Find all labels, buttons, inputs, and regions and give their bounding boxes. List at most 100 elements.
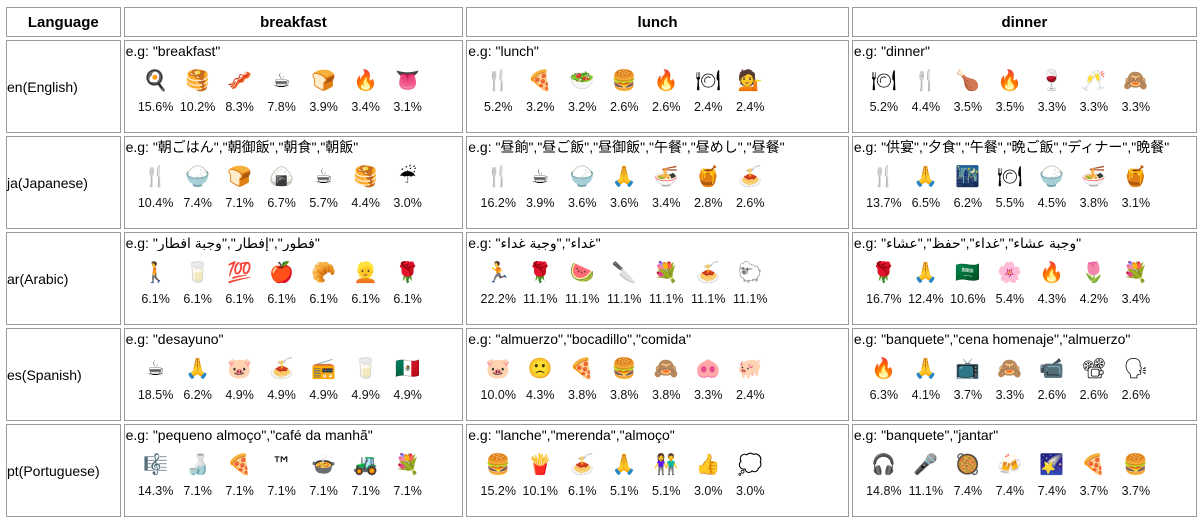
emoji-percentage: 3.1%	[1121, 196, 1151, 210]
emoji-item: 🍲 7.1%	[303, 449, 345, 498]
emoji-item: 🍎 6.1%	[261, 257, 303, 306]
emoji-icon: 🇲🇽	[395, 356, 421, 380]
emoji-item: 🥘 7.4%	[947, 449, 989, 498]
emoji-item: 🍔 15.2%	[477, 449, 519, 498]
emoji-icon: 🍚	[185, 164, 211, 188]
emoji-percentage: 3.8%	[1079, 196, 1109, 210]
emoji-icon: ☕	[314, 164, 333, 188]
emoji-item: 🍝 4.9%	[261, 353, 303, 402]
emoji-percentage: 3.0%	[393, 196, 422, 210]
emoji-item: 🙈 3.8%	[645, 353, 687, 402]
emoji-icon: 🐑	[737, 260, 763, 284]
breakfast-cell: e.g: "breakfast" 🍳 15.6% 🥞 10.2% 🥓 8.3% ☕ 7.8% 🍞 3…	[123, 40, 464, 133]
emoji-item: 💐 11.1%	[645, 257, 687, 306]
emoji-percentage: 2.8%	[694, 196, 723, 210]
emoji-icon: 🥛	[353, 356, 379, 380]
emoji-list: 🐷 10.0% 🙁 4.3% 🍕 3.8% 🍔 3.8% 🙈 3.8% 🐽 3.3% 🐖 2.4%	[477, 353, 848, 402]
emoji-percentage: 3.5%	[953, 100, 983, 114]
emoji-icon: 🌹	[395, 260, 421, 284]
dinner-cell: e.g: "供宴","夕食","午餐","晩ご飯","ディナー","晩餐" 🍴 13…	[851, 136, 1197, 229]
emoji-item: 🍕 3.2%	[519, 65, 561, 114]
emoji-icon: 🥞	[185, 68, 211, 92]
emoji-percentage: 3.3%	[1037, 100, 1067, 114]
emoji-percentage: 2.4%	[694, 100, 723, 114]
emoji-icon: 🍝	[269, 356, 295, 380]
emoji-icon: 🍴	[913, 68, 939, 92]
emoji-item: 🙏 6.5%	[905, 161, 947, 210]
emoji-percentage: 2.6%	[736, 196, 765, 210]
emoji-icon: 🙈	[1123, 68, 1149, 92]
emoji-icon: 🎧	[871, 452, 897, 476]
emoji-item: 🐑 11.1%	[729, 257, 771, 306]
emoji-percentage: 3.3%	[694, 388, 723, 402]
emoji-meal-table: Language breakfast lunch dinner en(Engli…	[3, 4, 1200, 520]
header-row: Language breakfast lunch dinner	[6, 7, 1197, 37]
emoji-icon: ☕	[146, 356, 165, 380]
table-row: ja(Japanese) e.g: "朝ごはん","朝御飯","朝食","朝飯" 🍴…	[6, 136, 1197, 229]
emoji-percentage: 4.3%	[526, 388, 555, 402]
emoji-item: 🚶 6.1%	[135, 257, 177, 306]
emoji-icon: 🍗	[955, 68, 981, 92]
emoji-item: 🥓 8.3%	[219, 65, 261, 114]
emoji-item: 🍕 3.7%	[1073, 449, 1115, 498]
emoji-item: 📻 4.9%	[303, 353, 345, 402]
emoji-item: 🙏 4.1%	[905, 353, 947, 402]
emoji-item: 🥞 10.2%	[177, 65, 219, 114]
emoji-item: 💐 7.1%	[387, 449, 429, 498]
emoji-percentage: 6.1%	[393, 292, 422, 306]
emoji-item: 👍 3.0%	[687, 449, 729, 498]
emoji-percentage: 2.6%	[652, 100, 681, 114]
emoji-percentage: 3.6%	[610, 196, 639, 210]
language-label: ar(Arabic)	[7, 270, 69, 287]
emoji-icon: 🙏	[185, 356, 211, 380]
language-label: ja(Japanese)	[7, 174, 88, 191]
emoji-item: 🙏 3.6%	[603, 161, 645, 210]
emoji-icon: 🙏	[913, 356, 939, 380]
emoji-percentage: 11.1%	[908, 484, 944, 498]
emoji-percentage: 4.9%	[225, 388, 254, 402]
emoji-item: 🔥 3.5%	[989, 65, 1031, 114]
emoji-icon: 🍔	[1123, 452, 1149, 476]
emoji-icon: 💁	[737, 68, 763, 92]
example-words: e.g: "desayuno"	[125, 331, 224, 347]
emoji-percentage: 6.3%	[869, 388, 899, 402]
emoji-icon: 🍕	[569, 356, 595, 380]
table-row: pt(Portuguese) e.g: "pequeno almoço","caf…	[6, 424, 1197, 517]
emoji-icon: 🙈	[997, 356, 1023, 380]
emoji-icon: 🗣	[1123, 356, 1149, 380]
emoji-percentage: 13.7%	[866, 196, 902, 210]
emoji-icon: 🥓	[227, 68, 253, 92]
language-cell: ja(Japanese)	[6, 136, 121, 229]
emoji-percentage: 3.9%	[309, 100, 338, 114]
emoji-item: 🍻 7.4%	[989, 449, 1031, 498]
emoji-percentage: 3.4%	[351, 100, 380, 114]
emoji-percentage: 16.2%	[480, 196, 516, 210]
emoji-item: 🇸🇦 10.6%	[947, 257, 989, 306]
header-lunch: lunch	[466, 7, 849, 37]
emoji-icon: 🍝	[695, 260, 721, 284]
emoji-percentage: 3.7%	[953, 388, 983, 402]
emoji-item: 🍽 5.5%	[989, 161, 1031, 210]
emoji-icon: 🐷	[485, 356, 511, 380]
emoji-icon: 🍉	[569, 260, 595, 284]
emoji-icon: 🍜	[1081, 164, 1107, 188]
emoji-percentage: 3.1%	[393, 100, 422, 114]
emoji-percentage: 10.6%	[950, 292, 986, 306]
emoji-percentage: 11.1%	[564, 292, 600, 306]
emoji-percentage: 7.1%	[393, 484, 422, 498]
lunch-cell: e.g: "lunch" 🍴 5.2% 🍕 3.2% 🥗 3.2% 🍔 2.6% 🔥 2.6% 🍽 2.…	[466, 40, 849, 133]
emoji-item: 🥞 4.4%	[345, 161, 387, 210]
breakfast-cell: e.g: "朝ごはん","朝御飯","朝食","朝飯" 🍴 10.4% 🍚 7.4% 🍞 7…	[123, 136, 464, 229]
emoji-percentage: 2.4%	[736, 100, 765, 114]
emoji-item: 🐷 4.9%	[219, 353, 261, 402]
example-words: e.g: "dinner"	[853, 43, 930, 59]
emoji-percentage: 6.1%	[225, 292, 254, 306]
emoji-icon: 🥘	[955, 452, 981, 476]
emoji-item: 🍉 11.1%	[561, 257, 603, 306]
example-words: e.g: "供宴","夕食","午餐","晩ご飯","ディナー","晩餐"	[853, 139, 1170, 155]
emoji-item: 🍗 3.5%	[947, 65, 989, 114]
emoji-icon: 🥛	[185, 260, 211, 284]
example-words: e.g: "朝ごはん","朝御飯","朝食","朝飯"	[125, 139, 359, 155]
emoji-item: 🍳 15.6%	[135, 65, 177, 114]
emoji-icon: 🇸🇦	[955, 260, 981, 284]
